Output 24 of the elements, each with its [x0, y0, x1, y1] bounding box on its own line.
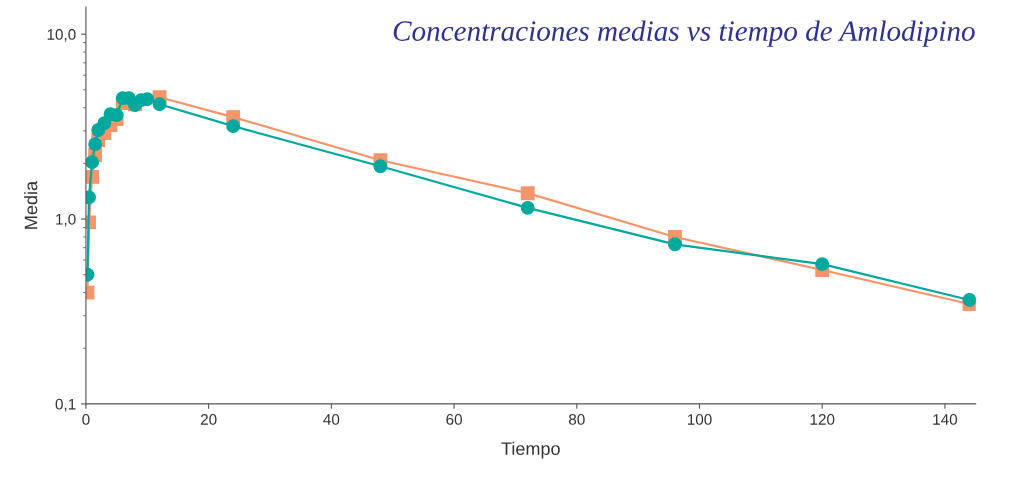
point	[962, 293, 976, 307]
point	[88, 137, 103, 152]
chart-title: Concentraciones medias vs tiempo de Amlodipino	[393, 20, 975, 47]
x-tick-label: 120	[810, 414, 835, 425]
y-tick-label: 1,0	[56, 213, 76, 227]
x-tick-label: 140	[933, 414, 958, 425]
y-axis-title: Media	[24, 180, 38, 229]
x-tick-label: 100	[687, 414, 712, 425]
x-tick-label: 40	[323, 414, 340, 425]
x-tick-label: 0	[82, 414, 90, 425]
point	[815, 257, 830, 272]
point	[373, 159, 388, 174]
point	[226, 119, 241, 134]
x-axis-title: Tiempo	[501, 441, 560, 459]
y-tick-label: 0,1	[55, 398, 76, 412]
point	[668, 237, 682, 252]
y-tick-label: 10,0	[47, 29, 76, 42]
point	[520, 186, 535, 201]
x-tick-label: 20	[200, 414, 217, 425]
x-tick-label: 80	[568, 414, 585, 425]
point	[85, 155, 100, 170]
x-tick-label: 60	[446, 414, 462, 425]
point	[152, 97, 167, 112]
point	[520, 200, 535, 215]
